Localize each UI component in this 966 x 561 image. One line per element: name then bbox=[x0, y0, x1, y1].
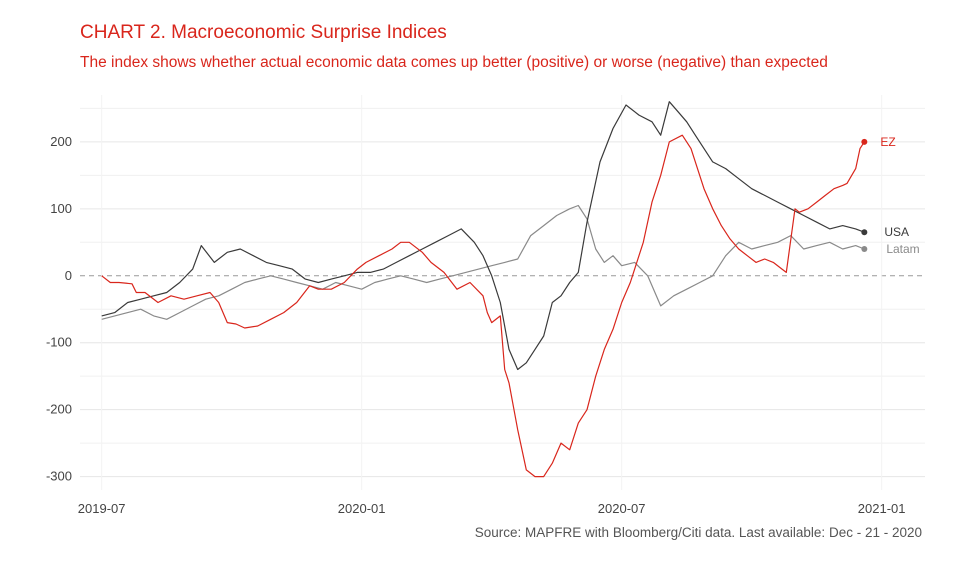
y-tick-label: 100 bbox=[50, 201, 72, 216]
endpoint-dot-ez bbox=[861, 138, 868, 145]
series-line-ez bbox=[101, 134, 865, 478]
x-tick-label: 2020-01 bbox=[338, 501, 386, 516]
x-tick-label: 2020-07 bbox=[598, 501, 646, 516]
endpoint-label-ez: EZ bbox=[880, 135, 895, 149]
series-line-latam bbox=[101, 204, 865, 320]
x-axis-ticks: 2019-07 2020-01 2020-07 2021-01 bbox=[78, 501, 906, 516]
endpoint-dot-usa bbox=[861, 229, 868, 236]
y-axis-ticks: -300 -200 -100 0 100 200 bbox=[46, 134, 72, 484]
endpoint-label-usa: USA bbox=[884, 225, 909, 239]
y-tick-label: 0 bbox=[65, 268, 72, 283]
y-tick-label: -300 bbox=[46, 469, 72, 484]
series-endpoints: Latam USA EZ bbox=[861, 135, 920, 256]
endpoint-dot-latam bbox=[861, 245, 868, 252]
y-tick-label: -100 bbox=[46, 335, 72, 350]
chart-title: CHART 2. Macroeconomic Surprise Indices bbox=[80, 22, 447, 43]
y-tick-label: 200 bbox=[50, 134, 72, 149]
endpoint-label-latam: Latam bbox=[886, 242, 919, 256]
grid bbox=[80, 95, 925, 490]
chart-subtitle: The index shows whether actual economic … bbox=[80, 54, 828, 71]
series-lines bbox=[101, 101, 865, 478]
series-line-usa bbox=[101, 101, 865, 371]
y-tick-label: -200 bbox=[46, 402, 72, 417]
x-tick-label: 2021-01 bbox=[858, 501, 906, 516]
x-tick-label: 2019-07 bbox=[78, 501, 126, 516]
source-caption: Source: MAPFRE with Bloomberg/Citi data.… bbox=[474, 525, 922, 540]
